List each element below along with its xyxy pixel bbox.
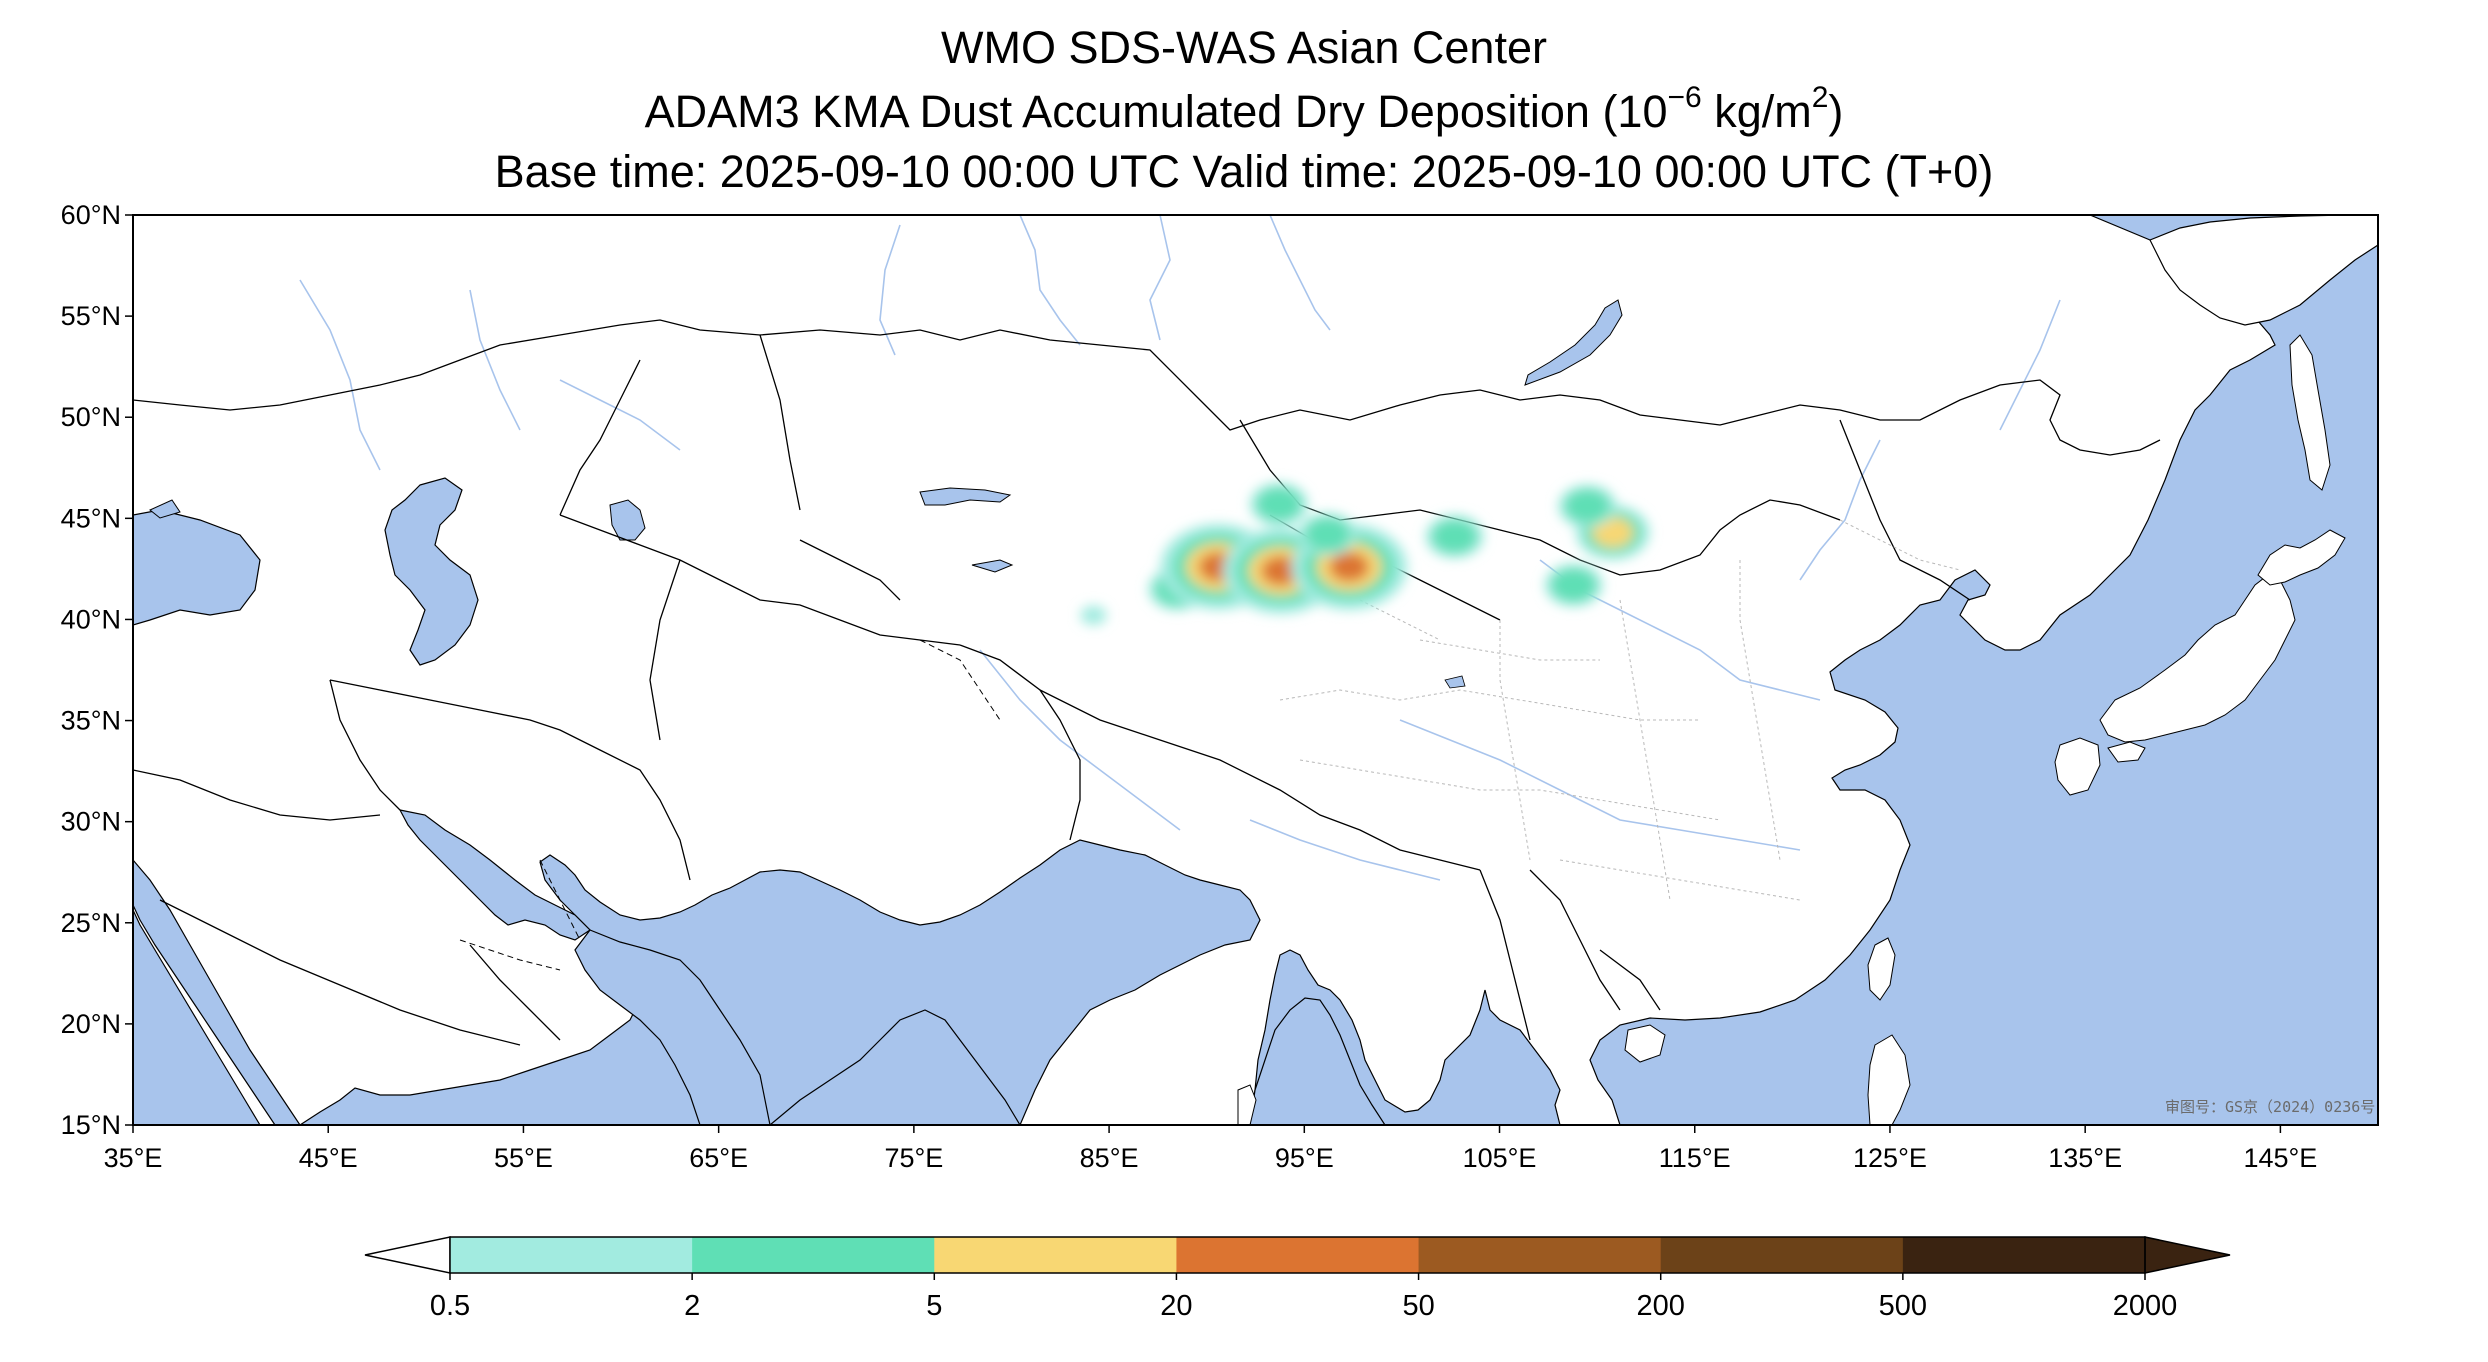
japan-honshu [2099,574,2296,743]
colorbar-segment [934,1237,1177,1273]
colorbar-outline [449,1236,2146,1274]
eurasia-landmass [133,215,2276,1125]
lon-tick-label: 145°E [2243,1143,2317,1173]
arabian-sea [769,1009,1021,1125]
colorbar-segment [1418,1237,1662,1273]
lat-tick-label: 60°N [61,200,121,230]
colorbar-segment [450,1237,693,1273]
colorbar-label: 20 [1160,1290,1192,1322]
taiwan [1867,937,1896,1001]
dust-contour [1329,552,1369,582]
dust-contour [1080,605,1107,626]
colorbar-label: 2000 [2113,1290,2178,1322]
title-line-2: ADAM3 KMA Dust Accumulated Dry Depositio… [0,81,2488,144]
colorbar-label: 2 [684,1290,700,1322]
map-frame [132,214,2379,1126]
hainan [1624,1024,1666,1063]
colorbar-segment [1902,1237,2146,1273]
aral-sea [609,499,646,541]
disputed-borders [459,639,1001,971]
sea-of-azov [149,499,181,519]
red-sea [133,859,301,1125]
dust-contour [1564,489,1610,523]
dust-contour [1432,519,1478,554]
colorbar-label: 0.5 [430,1290,470,1322]
colorbar-label: 50 [1402,1290,1434,1322]
rivers [299,215,2061,881]
title-exponent-2: 2 [1811,81,1829,114]
dust-contour [1261,556,1301,586]
lon-tick-label: 55°E [494,1143,553,1173]
dust-contour [1305,517,1351,552]
lon-tick-label: 65°E [689,1143,748,1173]
lat-tick-label: 50°N [61,402,121,432]
lat-tick-label: 35°N [61,706,121,736]
japan-shikoku [2107,741,2146,763]
lat-tick-label: 30°N [61,807,121,837]
qinghai-lake [1444,675,1466,689]
sri-lanka [1237,1084,1257,1125]
dust-deposition-overlay [1080,482,1650,626]
map-approval-number: 审图号：GS京（2024）0236号 [2165,1098,2375,1116]
title-line-2-mid: kg/m [1701,86,1812,137]
dust-contour [1551,568,1597,602]
lon-tick-label: 85°E [1080,1143,1139,1173]
axis-ticks: 35°E 45°E 55°E 65°E 75°E 85°E 95°E 105°E 115°E 12… [61,200,2318,1173]
lake-baikal [1524,299,1623,386]
luzon [1867,1034,1911,1125]
lon-tick-label: 75°E [884,1143,943,1173]
japan-hokkaido [2257,529,2346,586]
colorbar-label: 200 [1637,1290,1685,1322]
japan-kyushu [2054,737,2101,796]
lat-tick-label: 15°N [61,1110,121,1140]
okhotsk-coast [2149,215,2378,326]
colorbar-extend-min [364,1236,451,1274]
colorbar-label: 5 [926,1290,942,1322]
lat-tick-label: 55°N [61,301,121,331]
colorbar-segment [692,1237,935,1273]
country-borders [133,319,2161,1046]
map-area: 审图号：GS京（2024）0236号 [133,215,2378,1125]
colorbar-segment [1660,1237,1904,1273]
lon-tick-label: 115°E [1659,1143,1731,1173]
title-line-2-prefix: ADAM3 KMA Dust Accumulated Dry Depositio… [644,86,1668,137]
gulf-of-oman [574,929,771,1125]
black-sea [133,509,261,626]
lon-tick-label: 105°E [1463,1143,1537,1173]
sakhalin [2289,334,2331,491]
dust-contour [1592,517,1634,548]
title-line-2-suffix: ) [1828,86,1844,137]
lat-tick-label: 45°N [61,503,121,533]
bay-of-bengal [1249,997,1386,1125]
lon-tick-label: 135°E [2048,1143,2122,1173]
colorbar-label: 500 [1879,1290,1927,1322]
lat-tick-label: 25°N [61,908,121,938]
title-line-3: Base time: 2025-09-10 00:00 UTC Valid ti… [494,146,1994,197]
title-exponent: −6 [1667,81,1702,114]
lat-tick-label: 20°N [61,1009,121,1039]
colorbar-extend-max [2144,1236,2231,1274]
dust-contour [1256,487,1302,521]
lake-balkhash [919,487,1012,506]
lon-tick-label: 35°E [104,1143,163,1173]
lon-tick-label: 95°E [1275,1143,1334,1173]
lake-issyk-kul [971,559,1014,573]
persian-gulf [398,809,591,941]
caspian-sea [384,477,479,666]
province-borders [1279,519,1961,901]
title-line-1: WMO SDS-WAS Asian Center [941,22,1547,73]
lon-tick-label: 125°E [1853,1143,1927,1173]
colorbar: 0.5 2 5 20 50 200 500 2000 [364,1236,2231,1322]
colorbar-segment [1176,1237,1420,1273]
lat-tick-label: 40°N [61,604,121,634]
lon-tick-label: 45°E [299,1143,358,1173]
